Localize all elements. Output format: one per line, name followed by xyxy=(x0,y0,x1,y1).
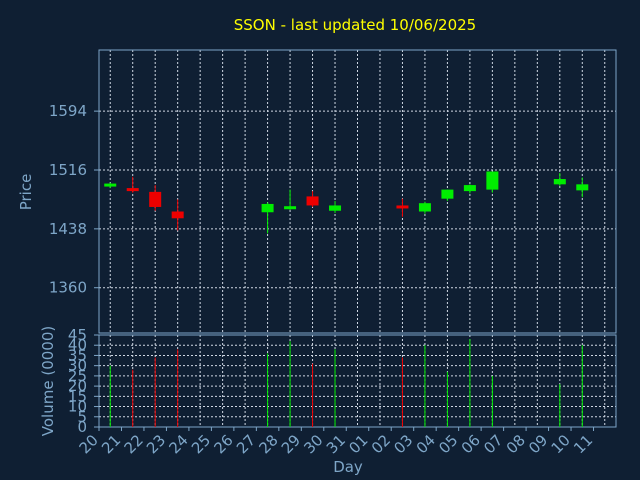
volume-tick-label: 35 xyxy=(68,346,87,364)
candle-body xyxy=(149,191,162,207)
x-axis-label: Day xyxy=(333,458,363,476)
candle-body xyxy=(261,203,274,213)
volume-tick-label: 20 xyxy=(68,377,87,395)
price-panel: 1360 1438 1516 1594 xyxy=(49,49,617,334)
price-tick-label: 1360 xyxy=(49,279,87,297)
volume-tick-label: 0 xyxy=(77,418,87,436)
price-frame xyxy=(98,49,617,334)
volume-tick-label: 40 xyxy=(68,336,87,354)
volume-tick-label: 25 xyxy=(68,367,87,385)
candle-body xyxy=(418,203,431,212)
volume-tick-label: 45 xyxy=(68,326,87,344)
x-axis: 2021222324252627282930310102030405060708… xyxy=(76,427,596,457)
price-tick-label: 1516 xyxy=(49,161,87,179)
candle-body xyxy=(171,211,184,219)
candle-body xyxy=(329,205,342,211)
candle-body xyxy=(396,205,409,209)
candle-body xyxy=(306,196,319,206)
volume-frame xyxy=(98,334,617,428)
candle-body xyxy=(126,188,139,192)
volume-tick-label: 15 xyxy=(68,387,87,405)
price-tick-label: 1438 xyxy=(49,220,87,238)
candle-body xyxy=(486,171,499,190)
volume-tick-label: 30 xyxy=(68,357,87,375)
x-tick-label: 11 xyxy=(570,431,596,457)
candle-body xyxy=(576,184,589,191)
chart-title: SSON - last updated 10/06/2025 xyxy=(234,16,476,34)
candle-body xyxy=(104,183,117,187)
volume-axis-label: Volume (0000) xyxy=(39,326,57,436)
price-axis-label: Price xyxy=(17,174,35,211)
candle-body xyxy=(463,185,476,192)
candle-body xyxy=(553,179,566,185)
candle-body xyxy=(284,206,297,210)
candle-body xyxy=(441,189,454,199)
volume-tick-label: 5 xyxy=(77,408,87,426)
price-tick-label: 1594 xyxy=(49,102,87,120)
volume-tick-label: 10 xyxy=(68,398,87,416)
